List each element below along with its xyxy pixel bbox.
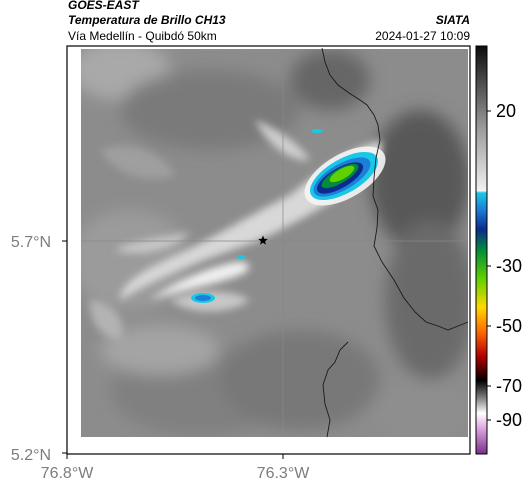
product-title: Temperatura de Brillo CH13 [68, 13, 226, 27]
region-subtitle: Vía Medellín - Quibdó 50km [68, 29, 217, 43]
x-tick-label: 76.8°W [41, 465, 95, 482]
colorbar-tick: -50 [496, 316, 522, 336]
x-tick-label: 76.3°W [257, 465, 311, 482]
colorbar-tick: -70 [496, 376, 522, 396]
y-tick-label: 5.7°N [11, 234, 51, 251]
colorbar-tick: -90 [496, 410, 522, 430]
colorbar-tick: 20 [496, 101, 516, 121]
y-tick-label: 5.2°N [11, 447, 51, 464]
brightness-temperature-image [81, 49, 468, 437]
satellite-name: GOES-EAST [68, 0, 139, 12]
dept-border-east [321, 47, 469, 331]
star-marker [258, 235, 268, 245]
agency-label: SIATA [435, 13, 470, 27]
colorbar-tick: -30 [496, 256, 522, 276]
colorbar [475, 45, 488, 455]
datetime-label: 2024-01-27 10:09 [375, 29, 470, 43]
dept-border-south [322, 341, 349, 438]
